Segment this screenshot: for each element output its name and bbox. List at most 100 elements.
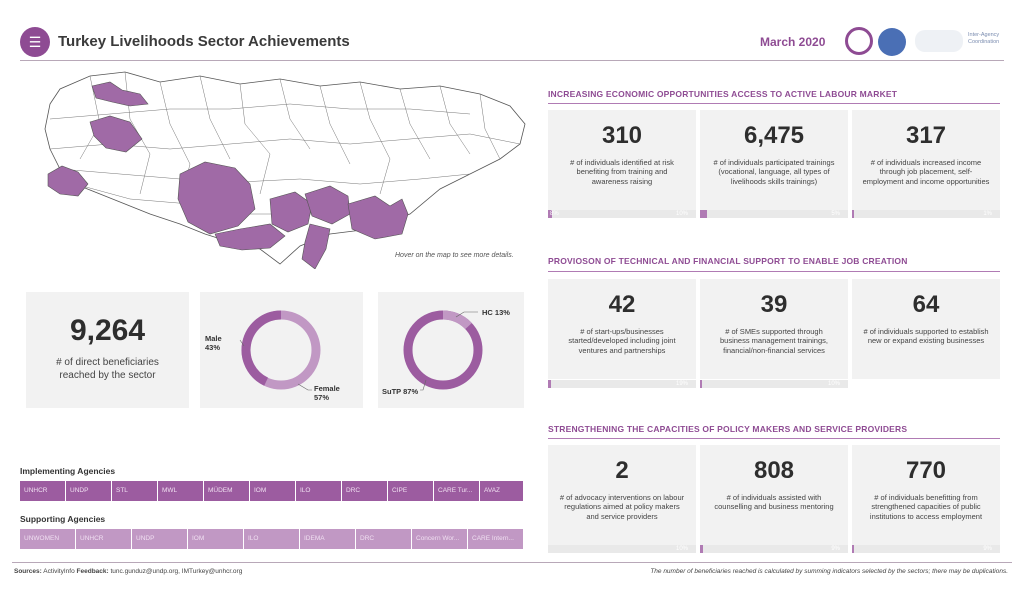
progress-label: 5% [831,211,840,217]
agency-cell[interactable]: IDEMA [300,529,356,549]
report-date: March 2020 [760,35,826,49]
gender-chart-panel: Male 43% Female 57% [200,292,363,408]
agency-cell[interactable]: UNHCR [20,481,66,501]
sutp-leader-line [420,379,427,391]
sources-label: Sources: [14,568,42,575]
kpi-value: 42 [608,291,636,318]
kpi-value: 310 [601,122,643,149]
kpi-card: 39 # of SMEs supported through business … [700,279,848,379]
section-divider [548,438,1000,439]
livelihoods-logo-icon [845,27,873,55]
section-title-capacities: STRENGTHENING THE CAPACITIES OF POLICY M… [548,424,908,434]
male-leader-line [239,339,245,347]
progress-label: 1% [983,211,992,217]
kpi-value: 39 [760,291,788,318]
agency-cell[interactable]: ILO [296,481,342,501]
kpi-value: 64 [912,291,940,318]
header-divider [20,60,1004,61]
footer-sources: Sources: ActivityInfo Feedback: tunc.gun… [14,568,242,575]
feedback-label: Feedback: [76,568,109,575]
agency-cell[interactable]: UNDP [66,481,112,501]
progress-label: 19% [675,381,688,387]
footer-divider [12,562,1012,563]
agency-cell[interactable]: UNWOMEN [20,529,76,549]
kpi-progress-bar: 8% 10% [548,210,696,218]
progress-fill [852,545,854,553]
kpi-value: 2 [615,457,629,484]
beneficiaries-panel: 9,264 # of direct beneficiaries reached … [26,292,189,408]
kpi-label: # of advocacy interventions on labour re… [559,493,685,521]
highlighted-provinces [47,81,409,270]
progress-label: 9% [831,546,840,552]
agency-cell[interactable]: IOM [188,529,244,549]
male-pct: 43% [205,343,221,353]
agency-cell[interactable]: STL [112,481,158,501]
map-outline [44,71,526,265]
hc-ring [442,310,472,330]
hc-leader-line [455,311,478,318]
kpi-label: # of individuals benefitting from streng… [869,493,983,521]
agency-cell[interactable]: CARE Tur... [434,481,480,501]
kpi-label: # of individuals increased income throug… [862,158,990,186]
supporting-title: Supporting Agencies [20,514,106,524]
map-hint: Hover on the map to see more details. [395,252,514,259]
progress-fill [548,210,552,218]
progress-fill [700,210,707,218]
feedback-value[interactable]: tunc.gunduz@undp.org, IMTurkey@unhcr.org [110,568,243,575]
agency-cell[interactable]: UNHCR [76,529,132,549]
agency-cell[interactable]: ILO [244,529,300,549]
female-leader-line [297,383,312,391]
kpi-value: 808 [753,457,795,484]
agency-cell[interactable]: DRC [342,481,388,501]
agency-cell[interactable]: DRC [356,529,412,549]
kpi-progress-bar: 1% [852,210,1000,218]
kpi-progress-bar: 10% [700,380,848,388]
beneficiaries-label: # of direct beneficiaries reached by the… [56,357,159,381]
implementing-title: Implementing Agencies [20,466,116,476]
agency-cell[interactable]: Concern Wor... [412,529,468,549]
progress-label: 10% [675,546,688,552]
progress-fill [700,380,702,388]
kpi-label: # of individuals assisted with counselli… [714,493,834,512]
kpi-value: 317 [905,122,947,149]
agency-cell[interactable]: MÜDEM [204,481,250,501]
section-title-technical: PROVIOSON OF TECHNICAL AND FINANCIAL SUP… [548,256,908,266]
female-text: Female [314,384,340,393]
coordination-logo-text: Inter-Agency Coordination [968,32,1000,45]
male-ring [241,310,282,386]
progress-label: 10% [827,381,840,387]
female-pct: 57% [314,393,330,403]
progress-label: 9% [983,546,992,552]
kpi-progress-bar: 9% [700,545,848,553]
population-chart-panel: HC 13% SuTP 87% [378,292,524,408]
kpi-label: # of individuals supported to establish … [863,327,989,346]
progress-fill [548,380,551,388]
progress-start-label: 8% [550,211,559,217]
sutp-label: SuTP 87% [382,387,419,396]
kpi-progress-bar: 10% [548,545,696,553]
agency-cell[interactable]: UNDP [132,529,188,549]
progress-fill [852,210,854,218]
agency-cell[interactable]: AVAZ [480,481,524,501]
turkey-map[interactable] [30,64,530,270]
kpi-label: # of SMEs supported through business man… [720,327,828,355]
kpi-label: # of start-ups/businesses started/develo… [568,327,676,355]
section-divider [548,103,1000,104]
kpi-card: 42 # of start-ups/businesses started/dev… [548,279,696,379]
footer-note: The number of beneficiaries reached is c… [650,568,1008,575]
progress-label: 10% [675,211,688,217]
kpi-card: 6,475 # of individuals participated trai… [700,110,848,210]
sources-value: ActivityInfo [43,568,75,575]
agency-cell[interactable]: IOM [250,481,296,501]
agency-cell[interactable]: CARE Intern... [468,529,524,549]
section-title-economic: INCREASING ECONOMIC OPPORTUNITIES ACCESS… [548,89,898,99]
partner-logo [915,30,963,52]
female-label: Female 57% [314,384,340,403]
kpi-label: # of individuals identified at risk bene… [570,158,674,186]
agency-cell[interactable]: CIPE [388,481,434,501]
male-label: Male 43% [205,334,222,353]
page-title: Turkey Livelihoods Sector Achievements [58,33,350,50]
agency-cell[interactable]: MWL [158,481,204,501]
male-text: Male [205,334,222,343]
beneficiaries-value: 9,264 [69,314,146,347]
